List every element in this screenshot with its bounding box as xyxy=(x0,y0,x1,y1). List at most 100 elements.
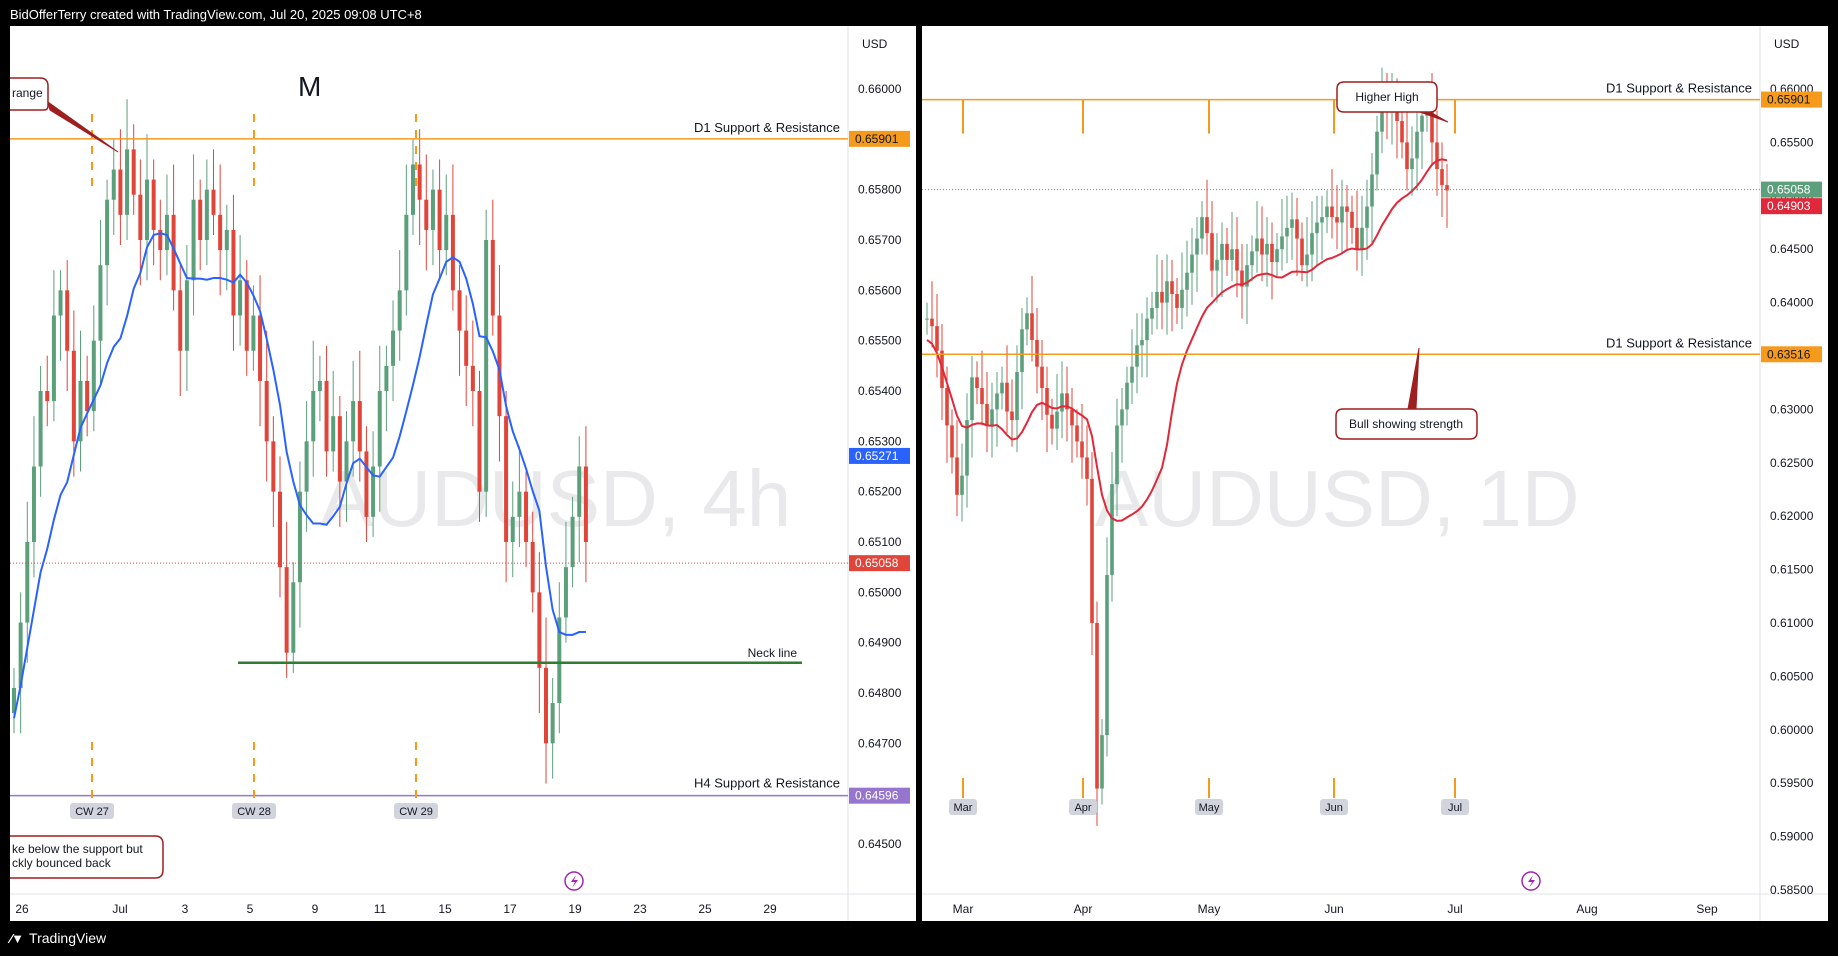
left-panel[interactable]: AUDUSD, 4h D1 Support & Resistance Neck l… xyxy=(10,26,916,921)
right-candle-body xyxy=(1255,238,1259,252)
left-candle-body xyxy=(577,466,582,517)
right-ytick-label: 0.63000 xyxy=(1770,402,1814,416)
left-candle-body xyxy=(357,401,362,452)
right-candle-body xyxy=(1130,366,1134,383)
left-candle-body xyxy=(251,315,256,351)
right-candle-body xyxy=(1420,115,1424,132)
right-ytick-label: 0.60500 xyxy=(1770,669,1814,683)
right-candle-body xyxy=(1400,121,1404,143)
right-candle-body xyxy=(1250,251,1254,266)
month-label-badge xyxy=(1195,799,1223,815)
right-moving-average xyxy=(926,158,1448,522)
right-time-axis[interactable]: Mar Apr May Jun Jul Aug Sep xyxy=(953,902,1718,916)
left-candle-body xyxy=(18,622,23,688)
left-candle-body xyxy=(291,582,296,653)
right-candle-body xyxy=(975,377,979,389)
right-candle-body xyxy=(1155,291,1159,308)
left-time-axis[interactable]: 26 Jul 3 5 9 11 15 17 19 23 25 29 xyxy=(15,902,777,916)
week-label: CW 27 xyxy=(75,806,109,818)
right-candle-body xyxy=(1380,105,1384,132)
left-price-tag xyxy=(849,130,910,147)
left-candle-body xyxy=(550,703,555,744)
left-xtick-label: 29 xyxy=(763,902,777,916)
left-candles xyxy=(12,99,588,784)
right-candle-body xyxy=(1080,441,1084,458)
left-candle-body xyxy=(391,330,396,366)
left-xtick-label: 26 xyxy=(15,902,29,916)
right-candle-body xyxy=(1045,388,1049,415)
left-candle-body xyxy=(91,340,96,412)
right-d1-sr-label-upper: D1 Support & Resistance xyxy=(1606,81,1752,96)
left-candle-body xyxy=(85,380,90,412)
left-watermark: AUDUSD, 4h xyxy=(320,454,791,543)
right-candle-body xyxy=(1005,382,1009,412)
right-candle-body xyxy=(1065,393,1069,410)
right-candle-body xyxy=(1090,478,1094,623)
right-candle-body xyxy=(1195,238,1199,255)
left-candle-body xyxy=(510,516,515,542)
right-candle-body xyxy=(1435,142,1439,170)
right-candle-body xyxy=(925,318,929,320)
left-d1-sr-label: D1 Support & Resistance xyxy=(694,120,840,135)
right-candle-body xyxy=(1370,174,1374,207)
left-candle-body xyxy=(125,149,130,215)
left-candle-body xyxy=(164,214,169,251)
left-candle-body xyxy=(224,229,229,251)
left-ytick-label: 0.65400 xyxy=(858,384,902,398)
left-price-tag xyxy=(849,787,910,804)
left-candle-body xyxy=(544,667,548,744)
left-candle-body xyxy=(278,491,282,568)
left-candle-body xyxy=(218,214,223,251)
left-price-tag-text: 0.65058 xyxy=(855,556,899,570)
left-candle-body xyxy=(138,194,143,240)
range-callout-box xyxy=(10,77,49,111)
left-price-tag xyxy=(849,447,910,464)
right-candle-body xyxy=(985,404,989,426)
left-price-tag-text: 0.65271 xyxy=(855,449,899,463)
left-candle-body xyxy=(297,491,302,583)
month-label: Apr xyxy=(1074,802,1091,814)
left-candle-body xyxy=(198,199,203,240)
right-ytick-label: 0.62500 xyxy=(1770,456,1814,470)
left-candle-body xyxy=(530,542,535,593)
month-label: May xyxy=(1199,802,1220,814)
left-candle-body xyxy=(450,214,455,291)
right-candle-body xyxy=(1360,227,1364,250)
left-xtick-label: 3 xyxy=(182,902,189,916)
left-candle-body xyxy=(244,280,249,351)
left-overlay: D1 Support & Resistance Neck line H4 Suppo… xyxy=(10,71,848,891)
left-candle-body xyxy=(151,179,156,230)
right-candle-body xyxy=(1070,409,1074,426)
right-candle-body xyxy=(1345,206,1349,212)
left-ytick-label: 0.64800 xyxy=(858,686,902,700)
right-candle-body xyxy=(1110,484,1114,575)
left-price-axis[interactable]: USD0.660000.659000.658000.657000.656000.… xyxy=(849,37,910,851)
right-candle-body xyxy=(1205,217,1209,234)
right-price-axis[interactable]: USD0.660000.655000.650000.645000.640000.… xyxy=(1761,37,1822,897)
left-candle-body xyxy=(238,280,243,316)
left-xtick-label: 5 xyxy=(247,902,254,916)
left-ytick-label: 0.65800 xyxy=(858,183,902,197)
right-candle-body xyxy=(935,326,939,351)
right-candle-body xyxy=(1310,233,1314,255)
right-ytick-label: 0.61500 xyxy=(1770,563,1814,577)
bull-callout-box xyxy=(1335,408,1478,440)
month-label-badge xyxy=(949,799,977,815)
left-h4-sr-label: H4 Support & Resistance xyxy=(694,776,840,791)
right-candle-body xyxy=(1125,382,1129,410)
right-candle-body xyxy=(1225,243,1229,260)
left-moving-average xyxy=(13,232,586,719)
chart-area[interactable]: AUDUSD, 4h D1 Support & Resistance Neck l… xyxy=(0,26,1838,946)
right-candle-body xyxy=(960,475,964,495)
left-ytick-label: 0.65300 xyxy=(858,434,902,448)
right-price-tag-text: 0.65901 xyxy=(1767,93,1811,107)
left-xtick-label: 15 xyxy=(438,902,452,916)
right-candle-body xyxy=(1260,238,1264,255)
right-candle-body xyxy=(1180,289,1184,308)
right-candle-body xyxy=(980,388,984,405)
left-lightning-bolt xyxy=(571,875,578,888)
week-label-badge xyxy=(394,803,438,819)
right-ytick-label: 0.64500 xyxy=(1770,242,1814,256)
left-candle-body xyxy=(364,451,369,517)
